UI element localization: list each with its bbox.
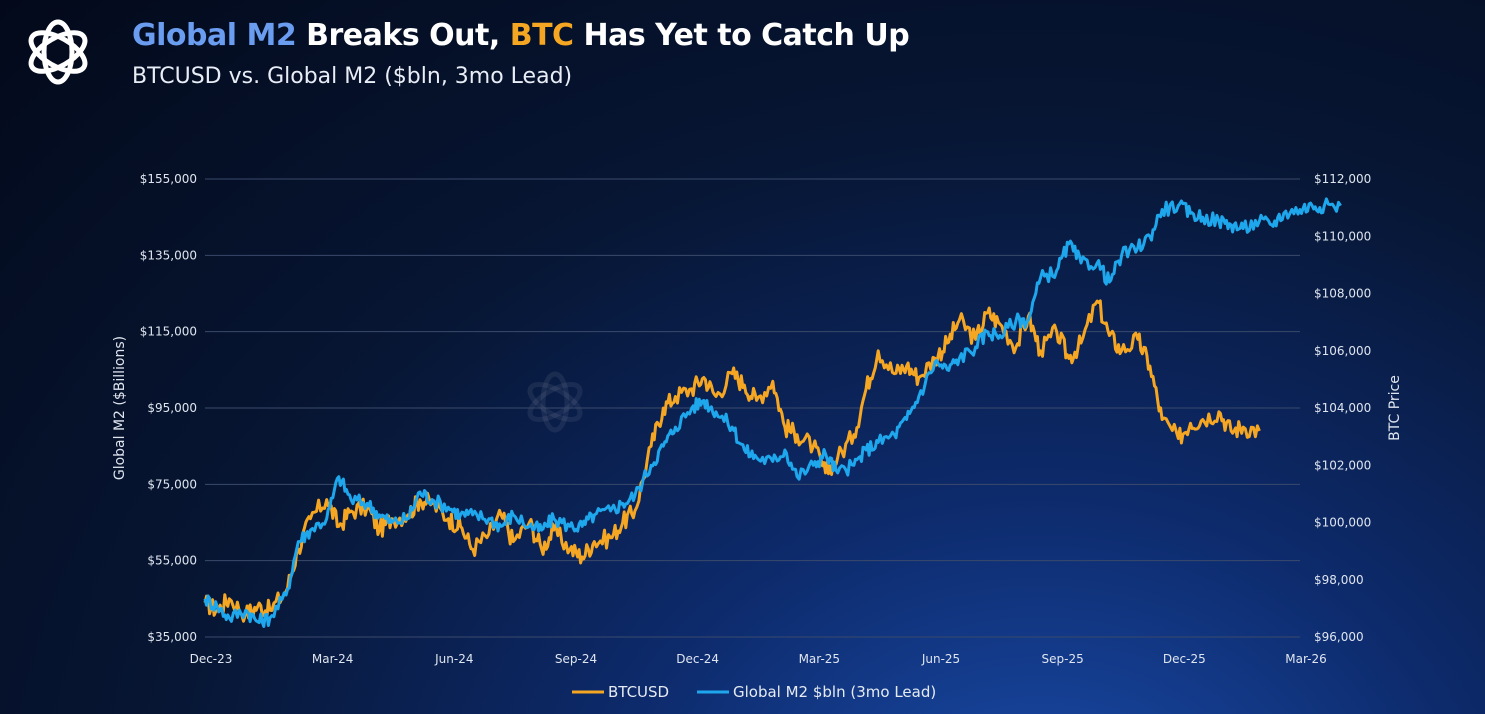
left-tick-label: $115,000 (140, 325, 197, 339)
left-tick-label: $35,000 (147, 630, 197, 644)
right-tick-label: $110,000 (1314, 229, 1371, 243)
x-tick-label: Dec-25 (1163, 652, 1206, 666)
legend: BTCUSD Global M2 $bln (3mo Lead) (572, 683, 936, 701)
watermark (527, 371, 583, 433)
title-breaks-out: Breaks Out, (296, 18, 510, 53)
flower-logo (18, 12, 98, 92)
legend-label: BTCUSD (608, 683, 669, 701)
chart-title: Global M2 Breaks Out, BTC Has Yet to Cat… (132, 18, 910, 53)
right-tick-label: $108,000 (1314, 287, 1371, 301)
left-tick-label: $95,000 (147, 401, 197, 415)
x-tick-label: Mar-25 (799, 652, 840, 666)
right-tick-label: $106,000 (1314, 344, 1371, 358)
title-global-m2: Global M2 (132, 18, 297, 53)
chart-subtitle: BTCUSD vs. Global M2 ($bln, 3mo Lead) (132, 64, 573, 89)
right-axis-label: BTC Price (1387, 375, 1403, 441)
x-tick-label: Mar-24 (312, 652, 353, 666)
legend-label: Global M2 $bln (3mo Lead) (733, 683, 936, 701)
x-tick-label: Dec-23 (190, 652, 233, 666)
x-tick-label: Jun-25 (921, 652, 960, 666)
x-tick-label: Sep-24 (555, 652, 597, 666)
left-tick-label: $155,000 (140, 172, 197, 186)
x-tick-label: Dec-24 (676, 652, 719, 666)
left-axis-label: Global M2 ($Billions) (112, 336, 128, 480)
global-m2-line (203, 197, 1342, 628)
right-tick-label: $104,000 (1314, 401, 1371, 415)
title-btc: BTC (509, 18, 574, 53)
btcusd-line (203, 299, 1261, 623)
left-tick-label: $75,000 (147, 477, 197, 491)
right-tick-label: $102,000 (1314, 458, 1371, 472)
right-tick-label: $112,000 (1314, 172, 1371, 186)
x-tick-label: Sep-25 (1042, 652, 1084, 666)
left-tick-label: $55,000 (147, 554, 197, 568)
right-tick-label: $100,000 (1314, 516, 1371, 530)
x-tick-label: Mar-26 (1285, 652, 1326, 666)
right-tick-label: $98,000 (1314, 573, 1364, 587)
x-tick-label: Jun-24 (434, 652, 473, 666)
watermark-logo-icon (527, 371, 583, 433)
left-tick-label: $135,000 (140, 248, 197, 262)
title-catch-up: Has Yet to Catch Up (573, 18, 910, 53)
right-tick-label: $96,000 (1314, 630, 1364, 644)
flower-logo-icon (28, 19, 88, 85)
